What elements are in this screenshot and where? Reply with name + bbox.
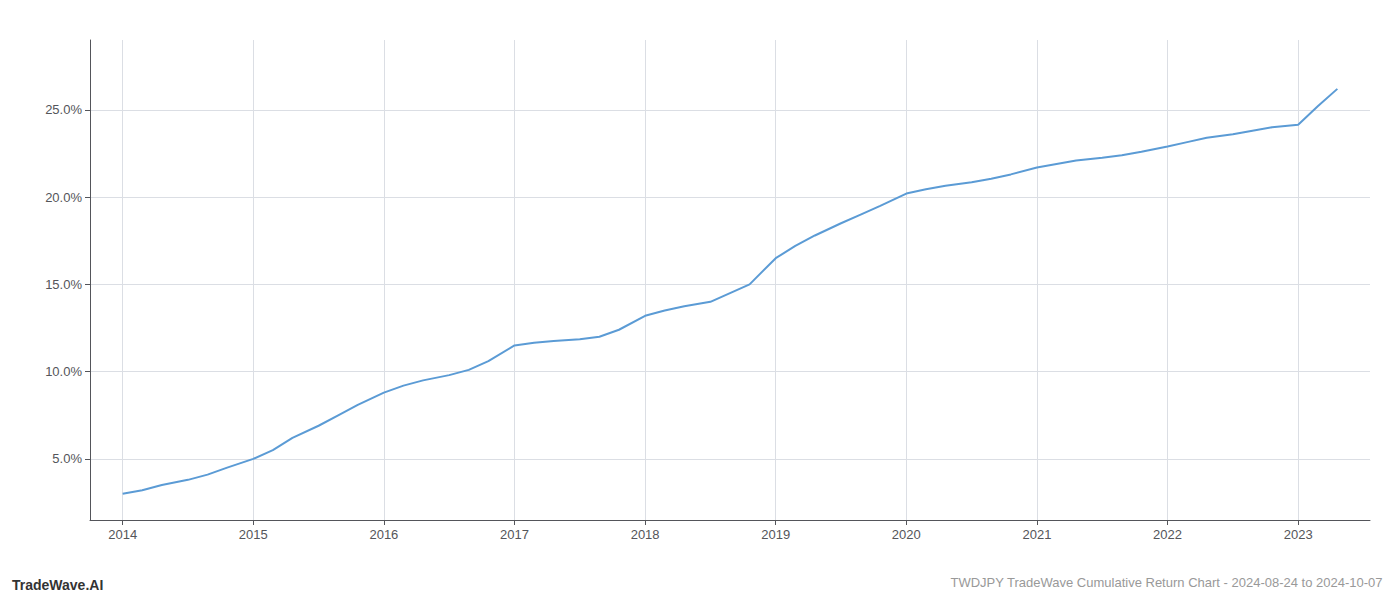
svg-text:5.0%: 5.0% [52, 451, 82, 466]
svg-text:2020: 2020 [892, 527, 921, 542]
svg-text:2017: 2017 [500, 527, 529, 542]
svg-text:25.0%: 25.0% [45, 102, 82, 117]
svg-text:2018: 2018 [631, 527, 660, 542]
svg-text:TradeWave.AI: TradeWave.AI [12, 577, 103, 593]
svg-text:2023: 2023 [1284, 527, 1313, 542]
svg-text:2019: 2019 [761, 527, 790, 542]
svg-text:2022: 2022 [1153, 527, 1182, 542]
svg-text:TWDJPY TradeWave Cumulative Re: TWDJPY TradeWave Cumulative Return Chart… [950, 575, 1382, 590]
svg-text:2014: 2014 [108, 527, 137, 542]
svg-text:20.0%: 20.0% [45, 190, 82, 205]
svg-text:2016: 2016 [369, 527, 398, 542]
svg-text:2015: 2015 [239, 527, 268, 542]
svg-text:2021: 2021 [1022, 527, 1051, 542]
svg-text:10.0%: 10.0% [45, 364, 82, 379]
svg-text:15.0%: 15.0% [45, 277, 82, 292]
